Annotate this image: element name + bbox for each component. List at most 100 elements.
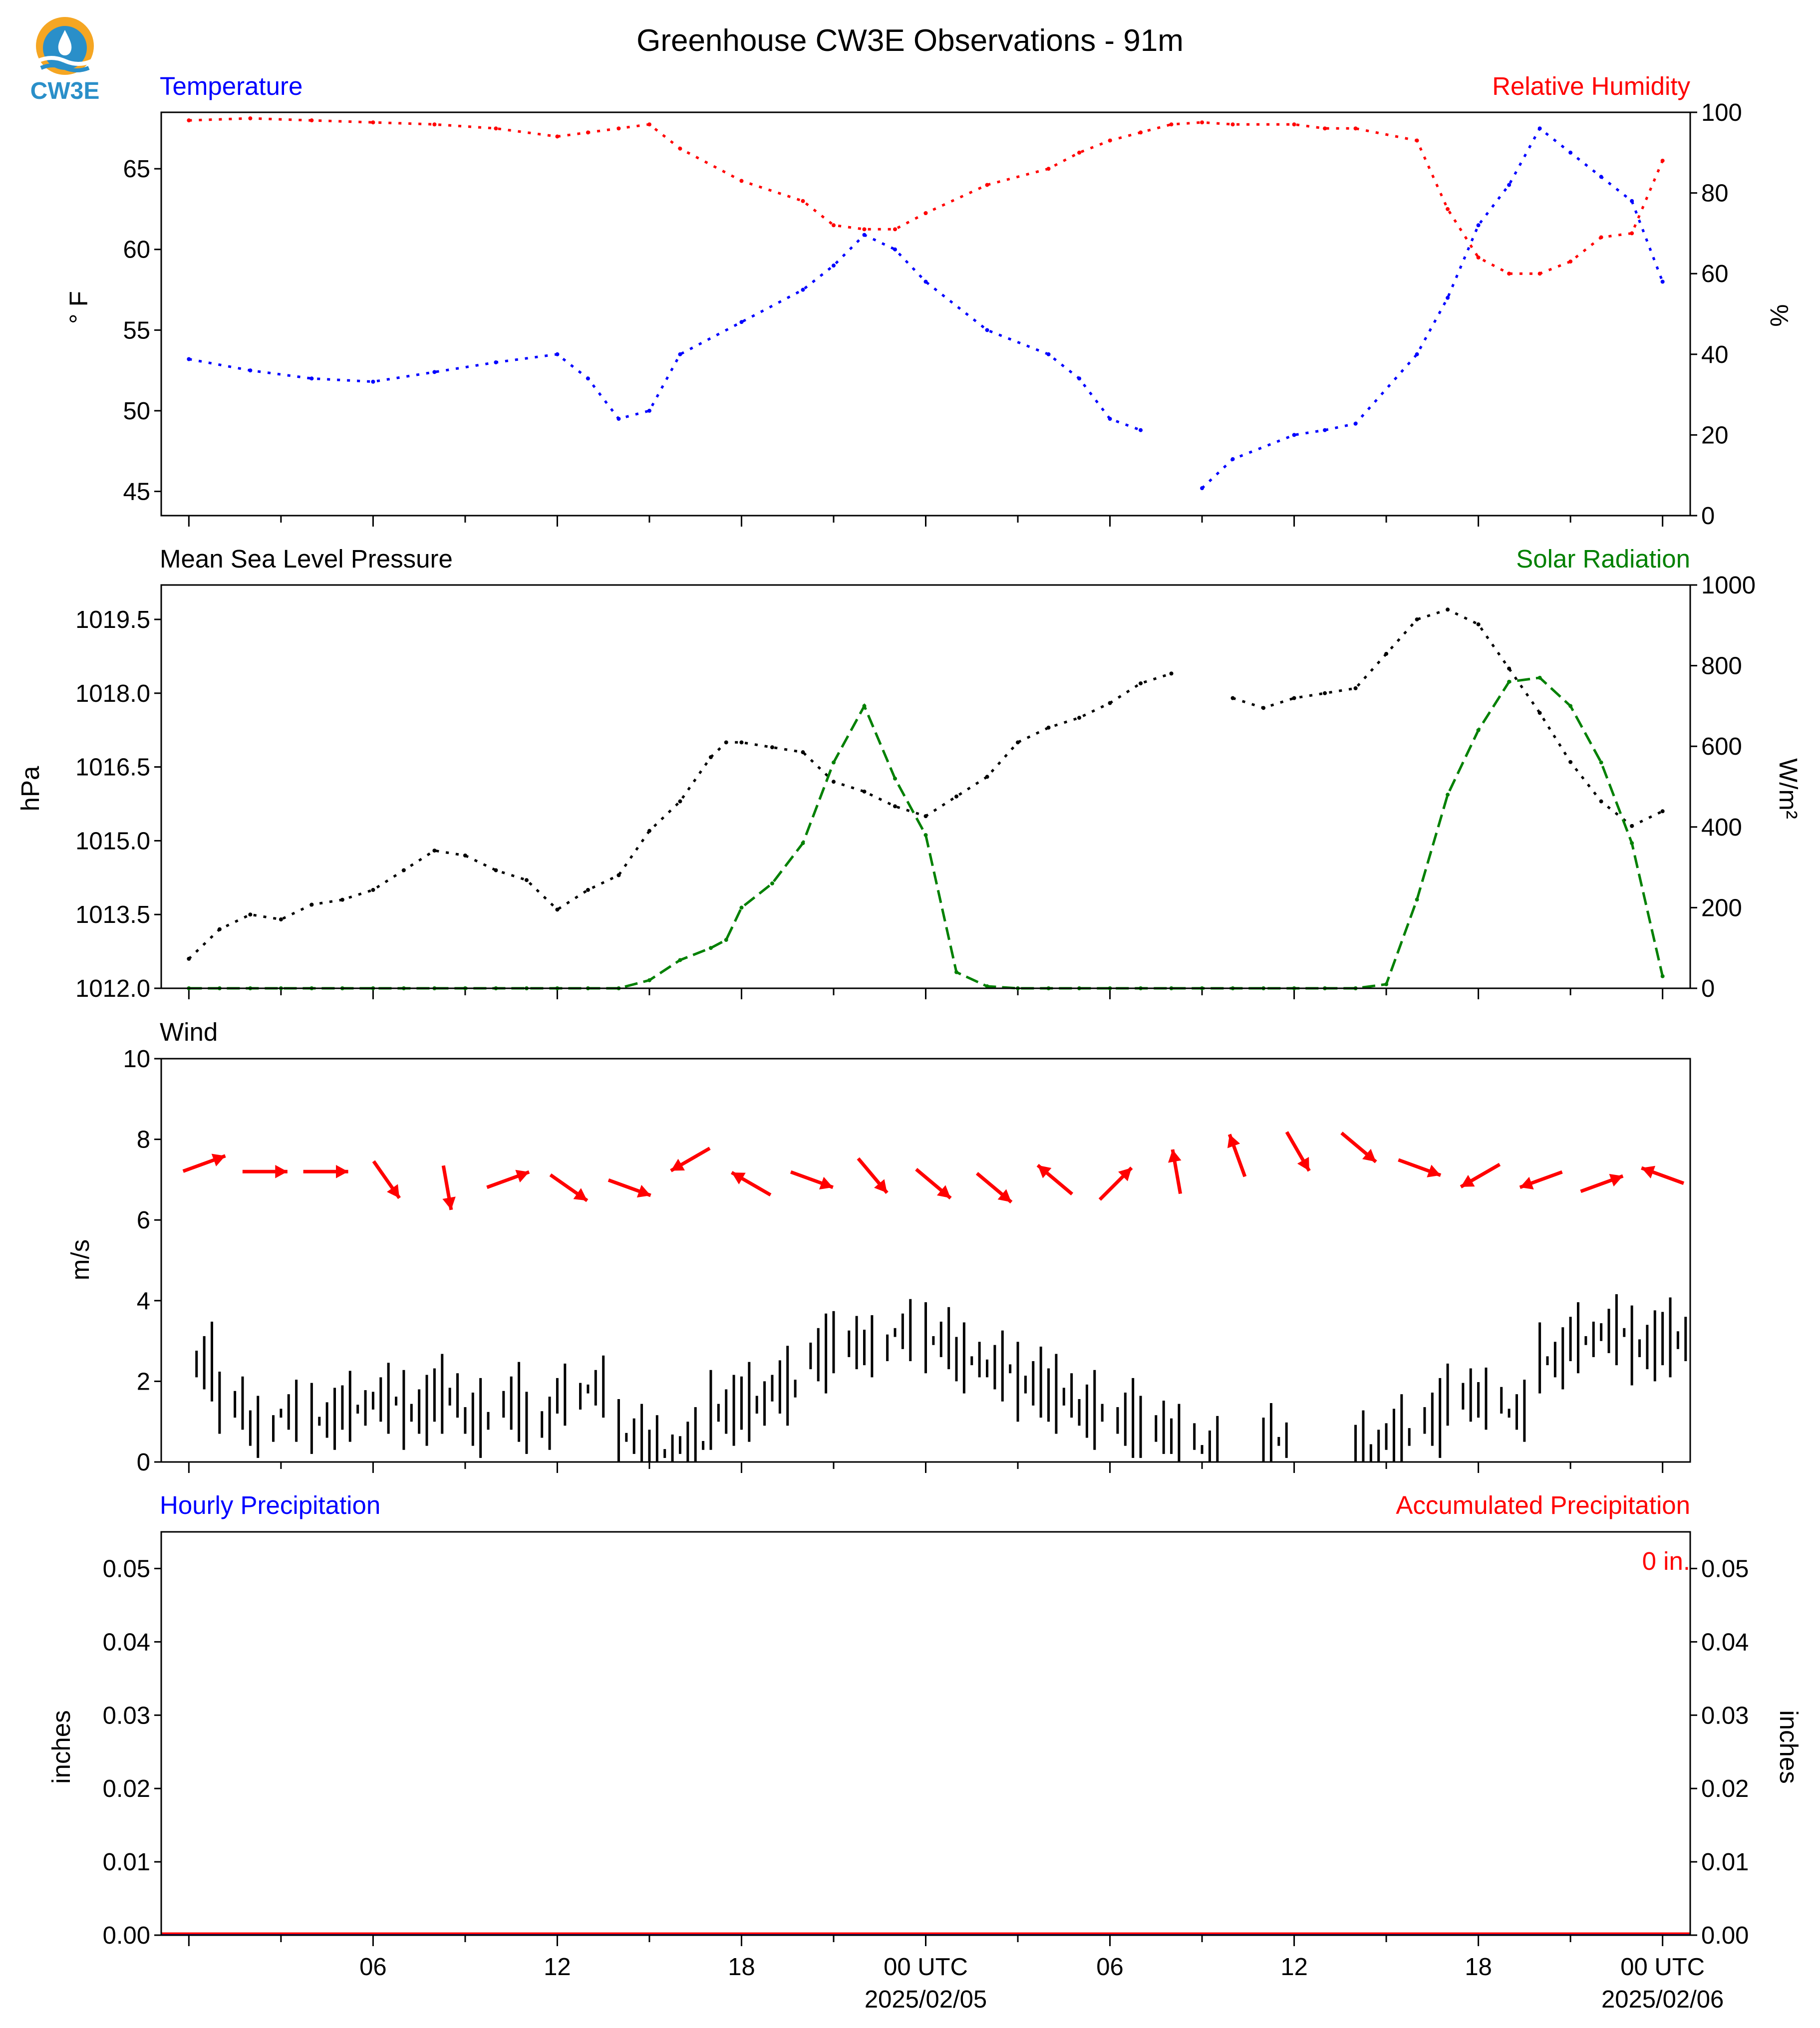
data-point (1384, 651, 1389, 656)
wind-direction-arrow (1580, 1173, 1624, 1193)
data-point (862, 233, 867, 237)
series-line (188, 126, 1664, 489)
y-tick-label: 1018.0 (75, 680, 150, 707)
x-date-label: 2025/02/05 (865, 1986, 987, 2013)
wind-direction-arrow (730, 1170, 772, 1197)
data-point (831, 264, 836, 268)
data-point (770, 881, 774, 885)
data-point (1139, 681, 1143, 686)
y2-tick-label: 600 (1701, 733, 1742, 760)
y2-tick-label: 800 (1701, 653, 1742, 680)
figure-title: Greenhouse CW3E Observations - 91m (636, 23, 1184, 58)
data-point (586, 376, 590, 381)
humidity-axis-label: % (1765, 304, 1794, 326)
precipitation-plot: 0.00 0.01 0.02 0.03 0.04 0.05 0.00 0.01 0.02 0.03… (103, 1555, 1749, 1949)
data-point (1537, 272, 1542, 276)
data-point (248, 368, 253, 373)
data-point (893, 804, 897, 809)
wind-direction-arrow (1227, 1134, 1247, 1177)
data-point (1016, 740, 1020, 745)
data-point (923, 814, 928, 819)
data-point (248, 912, 253, 917)
x-tick-label: 06 (1096, 1954, 1124, 1981)
data-point (739, 905, 744, 910)
data-point (1200, 486, 1205, 491)
x-tick-label: 12 (544, 1954, 571, 1981)
series-line (189, 676, 1664, 990)
data-point (371, 887, 375, 892)
series-line (188, 608, 1663, 960)
data-point (923, 280, 928, 284)
y2-tick-label: 20 (1701, 422, 1729, 449)
x-tick-label: 18 (728, 1954, 755, 1981)
y-tick-label: 1013.5 (75, 901, 150, 928)
wind-direction-arrow (1519, 1170, 1563, 1190)
data-point (954, 794, 959, 799)
data-point (678, 799, 682, 804)
x-tick-label: 18 (1465, 1954, 1492, 1981)
data-point (1507, 272, 1512, 276)
panel-frame (160, 1058, 1691, 1463)
data-point (248, 116, 253, 121)
data-point (678, 352, 682, 356)
data-point (1446, 607, 1450, 612)
y2-tick-label: 0.05 (1701, 1555, 1749, 1582)
data-point (1200, 120, 1205, 125)
hourly-precip-title: Hourly Precipitation (160, 1491, 380, 1519)
temperature-humidity-plot: 45 50 55 60 65 0 20 40 60 80 100 (123, 99, 1742, 530)
data-point (985, 775, 989, 779)
wind-direction-arrow (915, 1167, 952, 1200)
data-point (1353, 126, 1358, 131)
humidity-title: Relative Humidity (1492, 72, 1690, 100)
data-point (1630, 841, 1634, 846)
data-point (401, 868, 406, 872)
data-point (1046, 725, 1051, 730)
data-point (1230, 457, 1235, 461)
x-date-label: 2025/02/06 (1601, 1986, 1724, 2013)
wind-direction-arrow (303, 1164, 348, 1178)
y2-tick-label: 80 (1701, 180, 1729, 207)
data-point (616, 126, 621, 131)
x-tick-label: 06 (359, 1954, 387, 1981)
data-point (1537, 711, 1542, 715)
x-tick-label: 00 UTC (1620, 1954, 1705, 1981)
wind-axis-label: m/s (66, 1239, 94, 1280)
wind-direction-arrow (1168, 1149, 1183, 1194)
y2-tick-label: 0.01 (1701, 1849, 1749, 1876)
accum-precip-title: Accumulated Precipitation (1396, 1491, 1690, 1519)
data-point (1077, 150, 1082, 155)
wind-direction-arrow (790, 1170, 834, 1190)
y-tick-label: 45 (123, 479, 150, 506)
data-point (1108, 138, 1112, 143)
y-tick-label: 60 (123, 237, 150, 264)
panel-frame (160, 584, 1691, 989)
wind-direction-arrow (1340, 1132, 1377, 1163)
data-point (831, 223, 836, 228)
y2-tick-label: 0.00 (1701, 1922, 1749, 1949)
data-point (893, 227, 897, 232)
wind-title: Wind (160, 1018, 218, 1046)
data-point (647, 978, 651, 982)
wind-plot: 0 2 4 6 8 10 (123, 1046, 1687, 1476)
data-point (647, 122, 651, 127)
data-point (985, 328, 989, 332)
wind-direction-arrow (441, 1165, 456, 1210)
data-point (432, 122, 437, 127)
data-point (555, 907, 560, 912)
data-point (524, 878, 529, 882)
data-point (1169, 671, 1174, 676)
y-tick-label: 55 (123, 317, 150, 344)
wind-direction-arrow (486, 1169, 530, 1189)
y-tick-label: 0.04 (103, 1629, 150, 1656)
data-point (678, 958, 682, 962)
y-tick-label: 1015.0 (75, 828, 150, 855)
data-point (1108, 701, 1112, 705)
temperature-axis-label: ° F (64, 291, 93, 324)
data-point (187, 357, 191, 361)
data-point (801, 750, 805, 755)
wind-direction-arrow (1098, 1166, 1133, 1201)
data-point (187, 956, 191, 961)
y-tick-label: 1016.5 (75, 754, 150, 781)
data-point (1599, 235, 1603, 240)
